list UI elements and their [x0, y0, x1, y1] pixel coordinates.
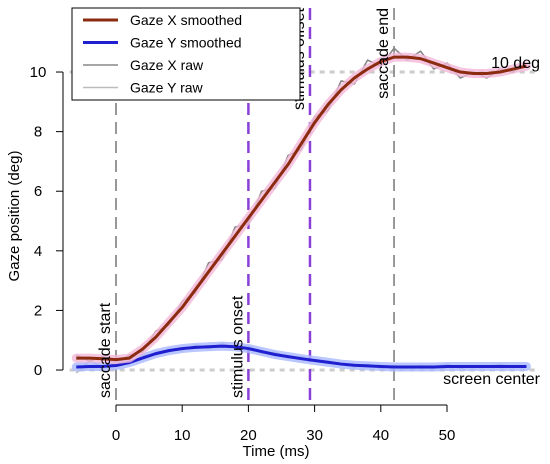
x-axis-title: Time (ms) [243, 443, 310, 460]
x-tick-label: 20 [240, 427, 257, 444]
event-label: saccade start [97, 302, 114, 398]
y-tick-label: 6 [34, 183, 42, 200]
legend-box [71, 7, 301, 101]
reference-label: screen center [443, 371, 541, 388]
y-tick-label: 10 [30, 64, 47, 81]
x-tick-label: 10 [174, 427, 191, 444]
y-axis-title: Gaze position (deg) [6, 151, 23, 282]
series-line [76, 344, 527, 369]
y-tick-label: 4 [34, 243, 42, 260]
x-tick-label: 40 [372, 427, 389, 444]
x-tick-label: 0 [112, 427, 120, 444]
y-tick-label: 2 [34, 302, 42, 319]
legend-label: Gaze Y raw [130, 80, 204, 96]
y-tick-label: 0 [34, 362, 42, 379]
legend-label: Gaze Y smoothed [130, 35, 242, 51]
event-label: stimulus onset [229, 295, 246, 398]
x-tick-label: 50 [439, 427, 456, 444]
y-tick-label: 8 [34, 124, 42, 141]
event-label: saccade end [375, 8, 392, 99]
legend-label: Gaze X smoothed [130, 12, 242, 28]
legend: Gaze X smoothed Gaze Y smoothed Gaze X raw… [71, 7, 301, 101]
x-tick-label: 30 [306, 427, 323, 444]
reference-label: 10 deg [491, 55, 540, 72]
series-line [76, 55, 527, 362]
legend-label: Gaze X raw [130, 57, 204, 73]
